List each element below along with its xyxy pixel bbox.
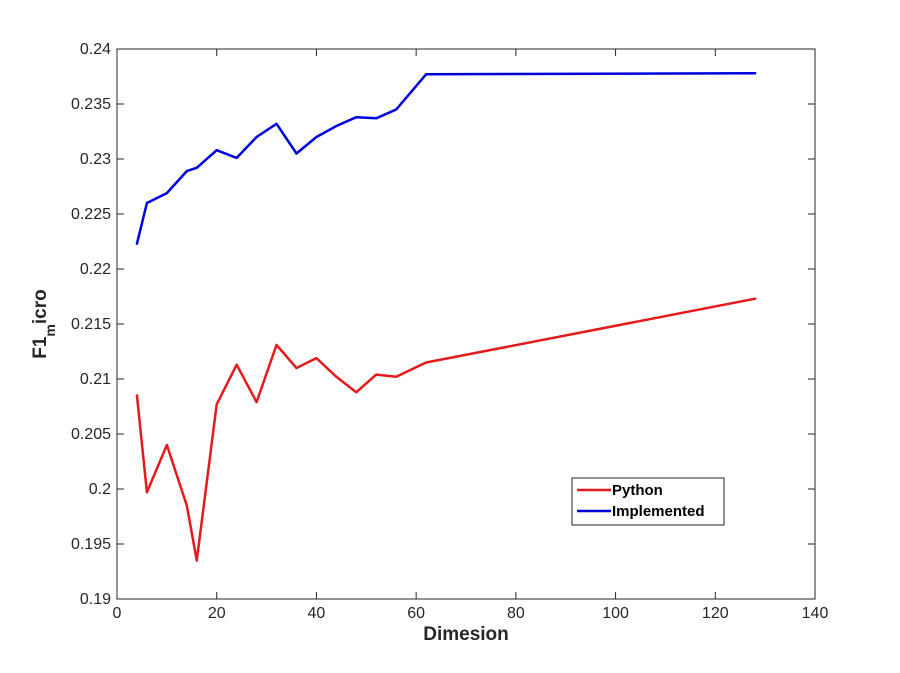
legend-label-implemented: Implemented — [612, 503, 705, 520]
x-tick-label: 40 — [308, 605, 326, 622]
svg-text:F1micro: F1micro — [30, 289, 58, 359]
x-tick-label: 20 — [208, 605, 226, 622]
x-tick-label: 80 — [507, 605, 525, 622]
y-tick-label: 0.2 — [89, 481, 111, 498]
y-tick-label: 0.21 — [80, 371, 111, 388]
y-tick-labels: 0.19 0.195 0.2 0.205 0.21 0.215 0.22 0.225 0.23 0… — [71, 41, 111, 608]
y-tick-label: 0.19 — [80, 591, 111, 608]
x-tick-label: 60 — [407, 605, 425, 622]
x-tick-label: 100 — [602, 605, 629, 622]
series-lines — [135, 71, 757, 562]
y-tick-label: 0.205 — [71, 426, 111, 443]
x-tick-labels: 0 20 40 60 80 100 120 140 — [113, 605, 829, 622]
x-axis-label: Dimesion — [423, 624, 509, 645]
y-tick-label: 0.215 — [71, 316, 111, 333]
legend-box — [571, 477, 725, 526]
y-axis-label-subscript: m — [42, 324, 58, 336]
y-tick-label: 0.22 — [80, 261, 111, 278]
x-tick-label: 120 — [702, 605, 729, 622]
y-tick-label: 0.195 — [71, 536, 111, 553]
axis-ticks — [116, 48, 816, 600]
y-tick-label: 0.23 — [80, 151, 111, 168]
y-axis-label: F1micro — [30, 289, 58, 359]
x-tick-label: 0 — [113, 605, 122, 622]
x-tick-label: 140 — [802, 605, 829, 622]
legend: Python Implemented — [571, 477, 725, 526]
y-axis-label-base: F1 — [30, 336, 51, 359]
legend-label-python: Python — [612, 482, 663, 499]
y-tick-label: 0.235 — [71, 96, 111, 113]
y-tick-label: 0.24 — [80, 41, 111, 58]
y-axis-label-rest: icro — [30, 289, 51, 324]
y-tick-label: 0.225 — [71, 206, 111, 223]
